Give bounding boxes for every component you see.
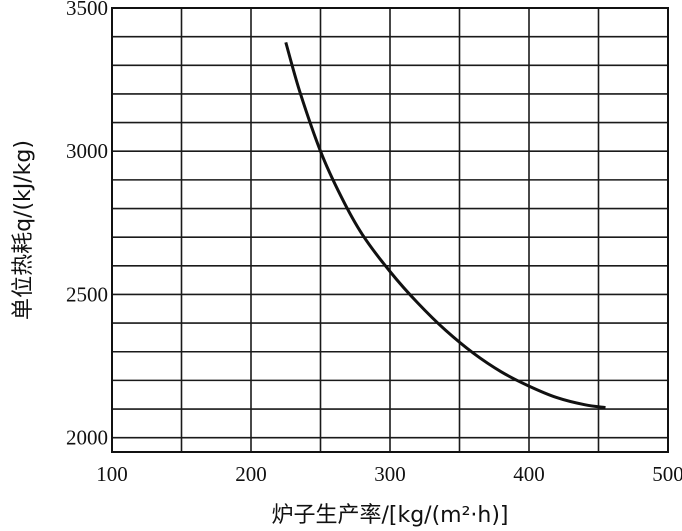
plot-frame [111,7,669,453]
y-tick-label: 2500 [66,282,108,306]
x-tick-label: 500 [652,462,682,486]
x-tick-label: 200 [235,462,267,486]
x-tick-label: 300 [374,462,406,486]
x-axis-title: 炉子生产率/[kg/(m²·h)] [271,503,508,528]
y-tick-label: 2000 [66,426,108,450]
x-tick-labels: 100 200 300 400 500 [96,462,682,486]
x-tick-label: 400 [513,462,545,486]
grid-lines [112,8,668,452]
y-tick-label: 3000 [66,139,108,163]
y-axis-title: 单位热耗q/(kJ/kg) [11,140,36,320]
y-tick-labels: 2000 2500 3000 3500 [66,0,108,450]
series-line [284,41,606,410]
y-tick-label: 3500 [66,0,108,20]
x-tick-label: 100 [96,462,128,486]
